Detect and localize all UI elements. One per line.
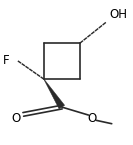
Text: OH: OH xyxy=(109,8,127,21)
Text: O: O xyxy=(11,112,21,125)
Text: O: O xyxy=(88,112,97,125)
Polygon shape xyxy=(44,79,65,109)
Text: F: F xyxy=(3,54,9,67)
